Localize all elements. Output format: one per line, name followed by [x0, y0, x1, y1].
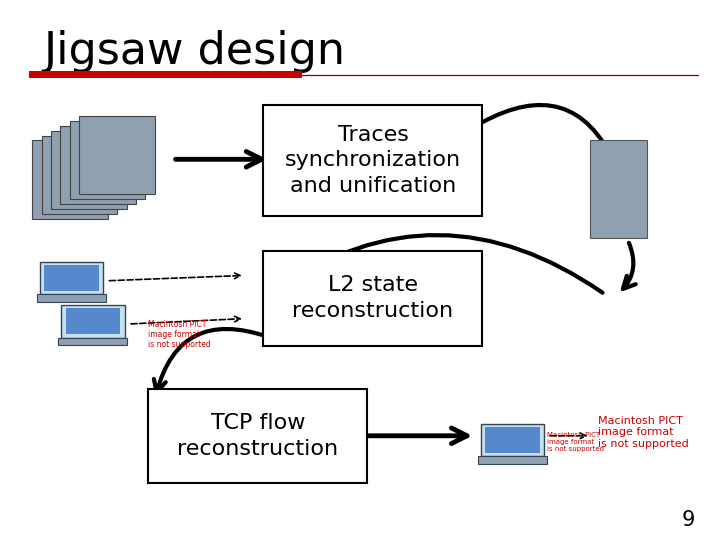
Text: L2 state
reconstruction: L2 state reconstruction [292, 275, 454, 321]
Bar [60, 126, 136, 204]
Bar [42, 136, 117, 214]
Text: Traces
synchronization
and unification: Traces synchronization and unification [285, 125, 461, 196]
FancyBboxPatch shape [485, 427, 540, 453]
FancyBboxPatch shape [40, 262, 103, 294]
Text: 9: 9 [681, 510, 695, 530]
Text: Macintosh PICT
image format
is not supported: Macintosh PICT image format is not suppo… [598, 416, 688, 449]
FancyBboxPatch shape [263, 105, 482, 216]
FancyBboxPatch shape [148, 389, 367, 483]
FancyBboxPatch shape [61, 305, 125, 338]
FancyBboxPatch shape [58, 338, 127, 345]
Bar [51, 131, 127, 209]
FancyBboxPatch shape [44, 265, 99, 291]
Text: TCP flow
reconstruction: TCP flow reconstruction [177, 413, 338, 458]
Text: Macintosh PICT
image format
is not supported: Macintosh PICT image format is not suppo… [148, 320, 210, 349]
Text: Macintosh PICT
image format
is not supported: Macintosh PICT image format is not suppo… [547, 432, 604, 452]
FancyBboxPatch shape [263, 251, 482, 346]
Bar [32, 140, 108, 219]
Bar [590, 140, 647, 238]
FancyBboxPatch shape [66, 308, 120, 334]
FancyBboxPatch shape [37, 294, 106, 302]
Bar [79, 116, 155, 194]
Text: Jigsaw design: Jigsaw design [43, 30, 345, 73]
Bar [29, 71, 302, 78]
FancyBboxPatch shape [481, 424, 544, 456]
Bar [70, 121, 145, 199]
FancyBboxPatch shape [478, 456, 547, 464]
